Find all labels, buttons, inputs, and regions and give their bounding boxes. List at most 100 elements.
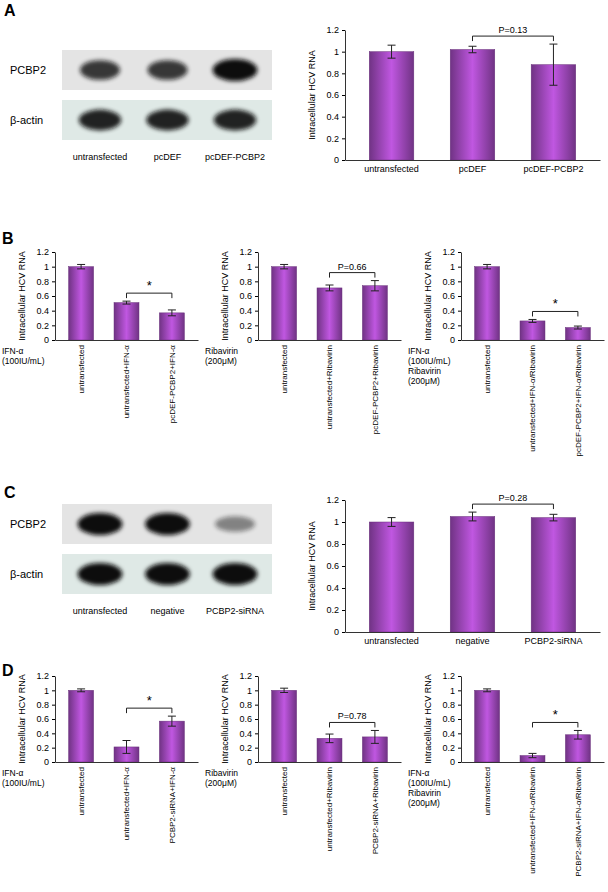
y-tick: 0.6 — [326, 561, 345, 571]
error-bar-line — [77, 268, 85, 269]
significance-label: * — [553, 296, 558, 311]
x-tick-label: untransfected+IFN-α — [122, 345, 131, 419]
error-bar-line — [374, 730, 375, 743]
x-axis: untransfecteduntransfected+RibavirinPCBP… — [259, 762, 402, 854]
y-axis: 00.20.40.60.811.2 — [239, 671, 258, 767]
error-bar-line — [532, 753, 533, 757]
y-tick-label: 0.4 — [442, 729, 455, 739]
y-tick-mark — [458, 281, 461, 282]
y-tick-mark — [52, 748, 55, 749]
y-tick: 0 — [450, 335, 461, 345]
y-axis: 00.20.40.60.811.2 — [36, 247, 55, 345]
x-tick: PCBP2-siRNA+IFN-α — [168, 762, 177, 843]
y-tick: 0.2 — [442, 321, 461, 331]
y-tick-mark — [255, 690, 258, 691]
bar-chart: 00.20.40.60.811.2untransfecteduntransfec… — [205, 671, 402, 854]
error-bar — [483, 689, 491, 692]
y-tick-label: 0.6 — [442, 714, 455, 724]
blot-row-label: PCBP2 — [10, 64, 46, 76]
plot-area — [369, 44, 575, 160]
significance-label: P=0.78 — [338, 711, 367, 721]
y-tick-mark — [255, 296, 258, 297]
y-axis: 00.20.40.60.811.2 — [442, 247, 461, 345]
x-axis-line — [346, 632, 601, 633]
y-tick: 0.2 — [326, 605, 345, 615]
bar — [69, 690, 94, 762]
y-tick: 0.8 — [442, 277, 461, 287]
error-bar-line — [374, 281, 375, 291]
error-bar — [469, 46, 477, 53]
y-tick-mark — [52, 719, 55, 720]
x-tick: pcDEF-PCBP2+IFN-α — [168, 340, 177, 423]
y-tick-mark — [342, 632, 345, 633]
error-bar-line — [284, 264, 285, 268]
x-axis: untransfecteduntransfected+IFN-α/Ribavir… — [462, 762, 605, 877]
bar — [114, 303, 139, 340]
error-bar-line — [483, 688, 491, 689]
error-bar-line — [553, 44, 554, 85]
x-axis: untransfectedpcDEFpcDEF-PCBP2 — [346, 160, 601, 174]
bar-chart: 00.20.40.60.811.2untransfecteduntransfec… — [408, 671, 605, 876]
significance-bracket — [330, 722, 375, 727]
x-tick-label: negative — [455, 636, 489, 646]
blot: PCBP2β-actinuntransfectednegativePCBP2-s… — [10, 504, 272, 616]
significance-bracket — [473, 36, 554, 41]
y-tick-label: 0.2 — [326, 605, 339, 615]
bar-chart: 00.20.40.60.811.2untransfecteduntransfec… — [2, 671, 199, 843]
error-bar-line — [469, 512, 477, 513]
y-tick: 1 — [247, 686, 258, 696]
y-tick-label: 0 — [334, 155, 339, 165]
y-tick: 0 — [247, 335, 258, 345]
error-bar — [123, 741, 131, 754]
treatment-label: Ribavirin — [205, 768, 238, 778]
y-tick-label: 0.6 — [239, 714, 252, 724]
error-bar-line — [469, 46, 477, 47]
y-tick-mark — [342, 73, 345, 74]
plot-area — [272, 688, 388, 762]
error-bar-line — [81, 264, 82, 268]
y-tick-label: 0 — [44, 757, 49, 767]
y-tick-label: 0 — [247, 757, 252, 767]
y-tick-mark — [342, 117, 345, 118]
error-bar-line — [123, 304, 131, 305]
x-tick-label: PCBP2-siRNA+IFN-α — [168, 767, 177, 844]
blot-band — [79, 110, 121, 131]
blot-lane-label: untransfected — [73, 606, 128, 616]
error-bar — [574, 730, 582, 739]
x-tick-label: PCBP2-siRNA — [524, 636, 582, 646]
blot: PCBP2β-actinuntransfectedpcDEFpcDEF-PCBP… — [10, 50, 272, 162]
y-tick-mark — [52, 690, 55, 691]
error-bar-line — [371, 730, 379, 731]
error-bar — [371, 730, 379, 743]
y-tick-label: 0.2 — [326, 134, 339, 144]
x-tick: PCBP2-siRNA — [524, 632, 582, 646]
y-tick: 0.4 — [326, 583, 345, 593]
error-bar — [280, 688, 288, 692]
error-bar-line — [574, 326, 582, 327]
error-bar-line — [326, 734, 334, 735]
y-tick: 0.2 — [36, 743, 55, 753]
error-bar-line — [371, 280, 379, 281]
significance-bracket — [473, 504, 554, 509]
bar — [272, 690, 297, 762]
y-tick-mark — [458, 252, 461, 253]
error-bar-line — [123, 740, 131, 741]
x-axis-line — [462, 762, 605, 763]
y-tick-label: 0.6 — [36, 714, 49, 724]
bar — [565, 328, 590, 340]
error-bar — [549, 44, 557, 85]
y-tick-label: 0.8 — [239, 277, 252, 287]
bar — [450, 50, 495, 161]
y-tick: 0.4 — [442, 729, 461, 739]
error-bar — [123, 301, 131, 304]
y-tick-mark — [342, 160, 345, 161]
y-tick-label: 0.2 — [442, 743, 455, 753]
x-tick-label: pcDEF — [459, 164, 487, 174]
error-bar — [469, 512, 477, 521]
x-tick: untransfected+IFN-α — [122, 340, 131, 418]
y-tick: 0.8 — [36, 700, 55, 710]
error-bar-line — [284, 688, 285, 692]
significance-bracket — [533, 722, 578, 727]
error-bar — [371, 281, 379, 291]
y-tick-label: 1.2 — [239, 671, 252, 681]
